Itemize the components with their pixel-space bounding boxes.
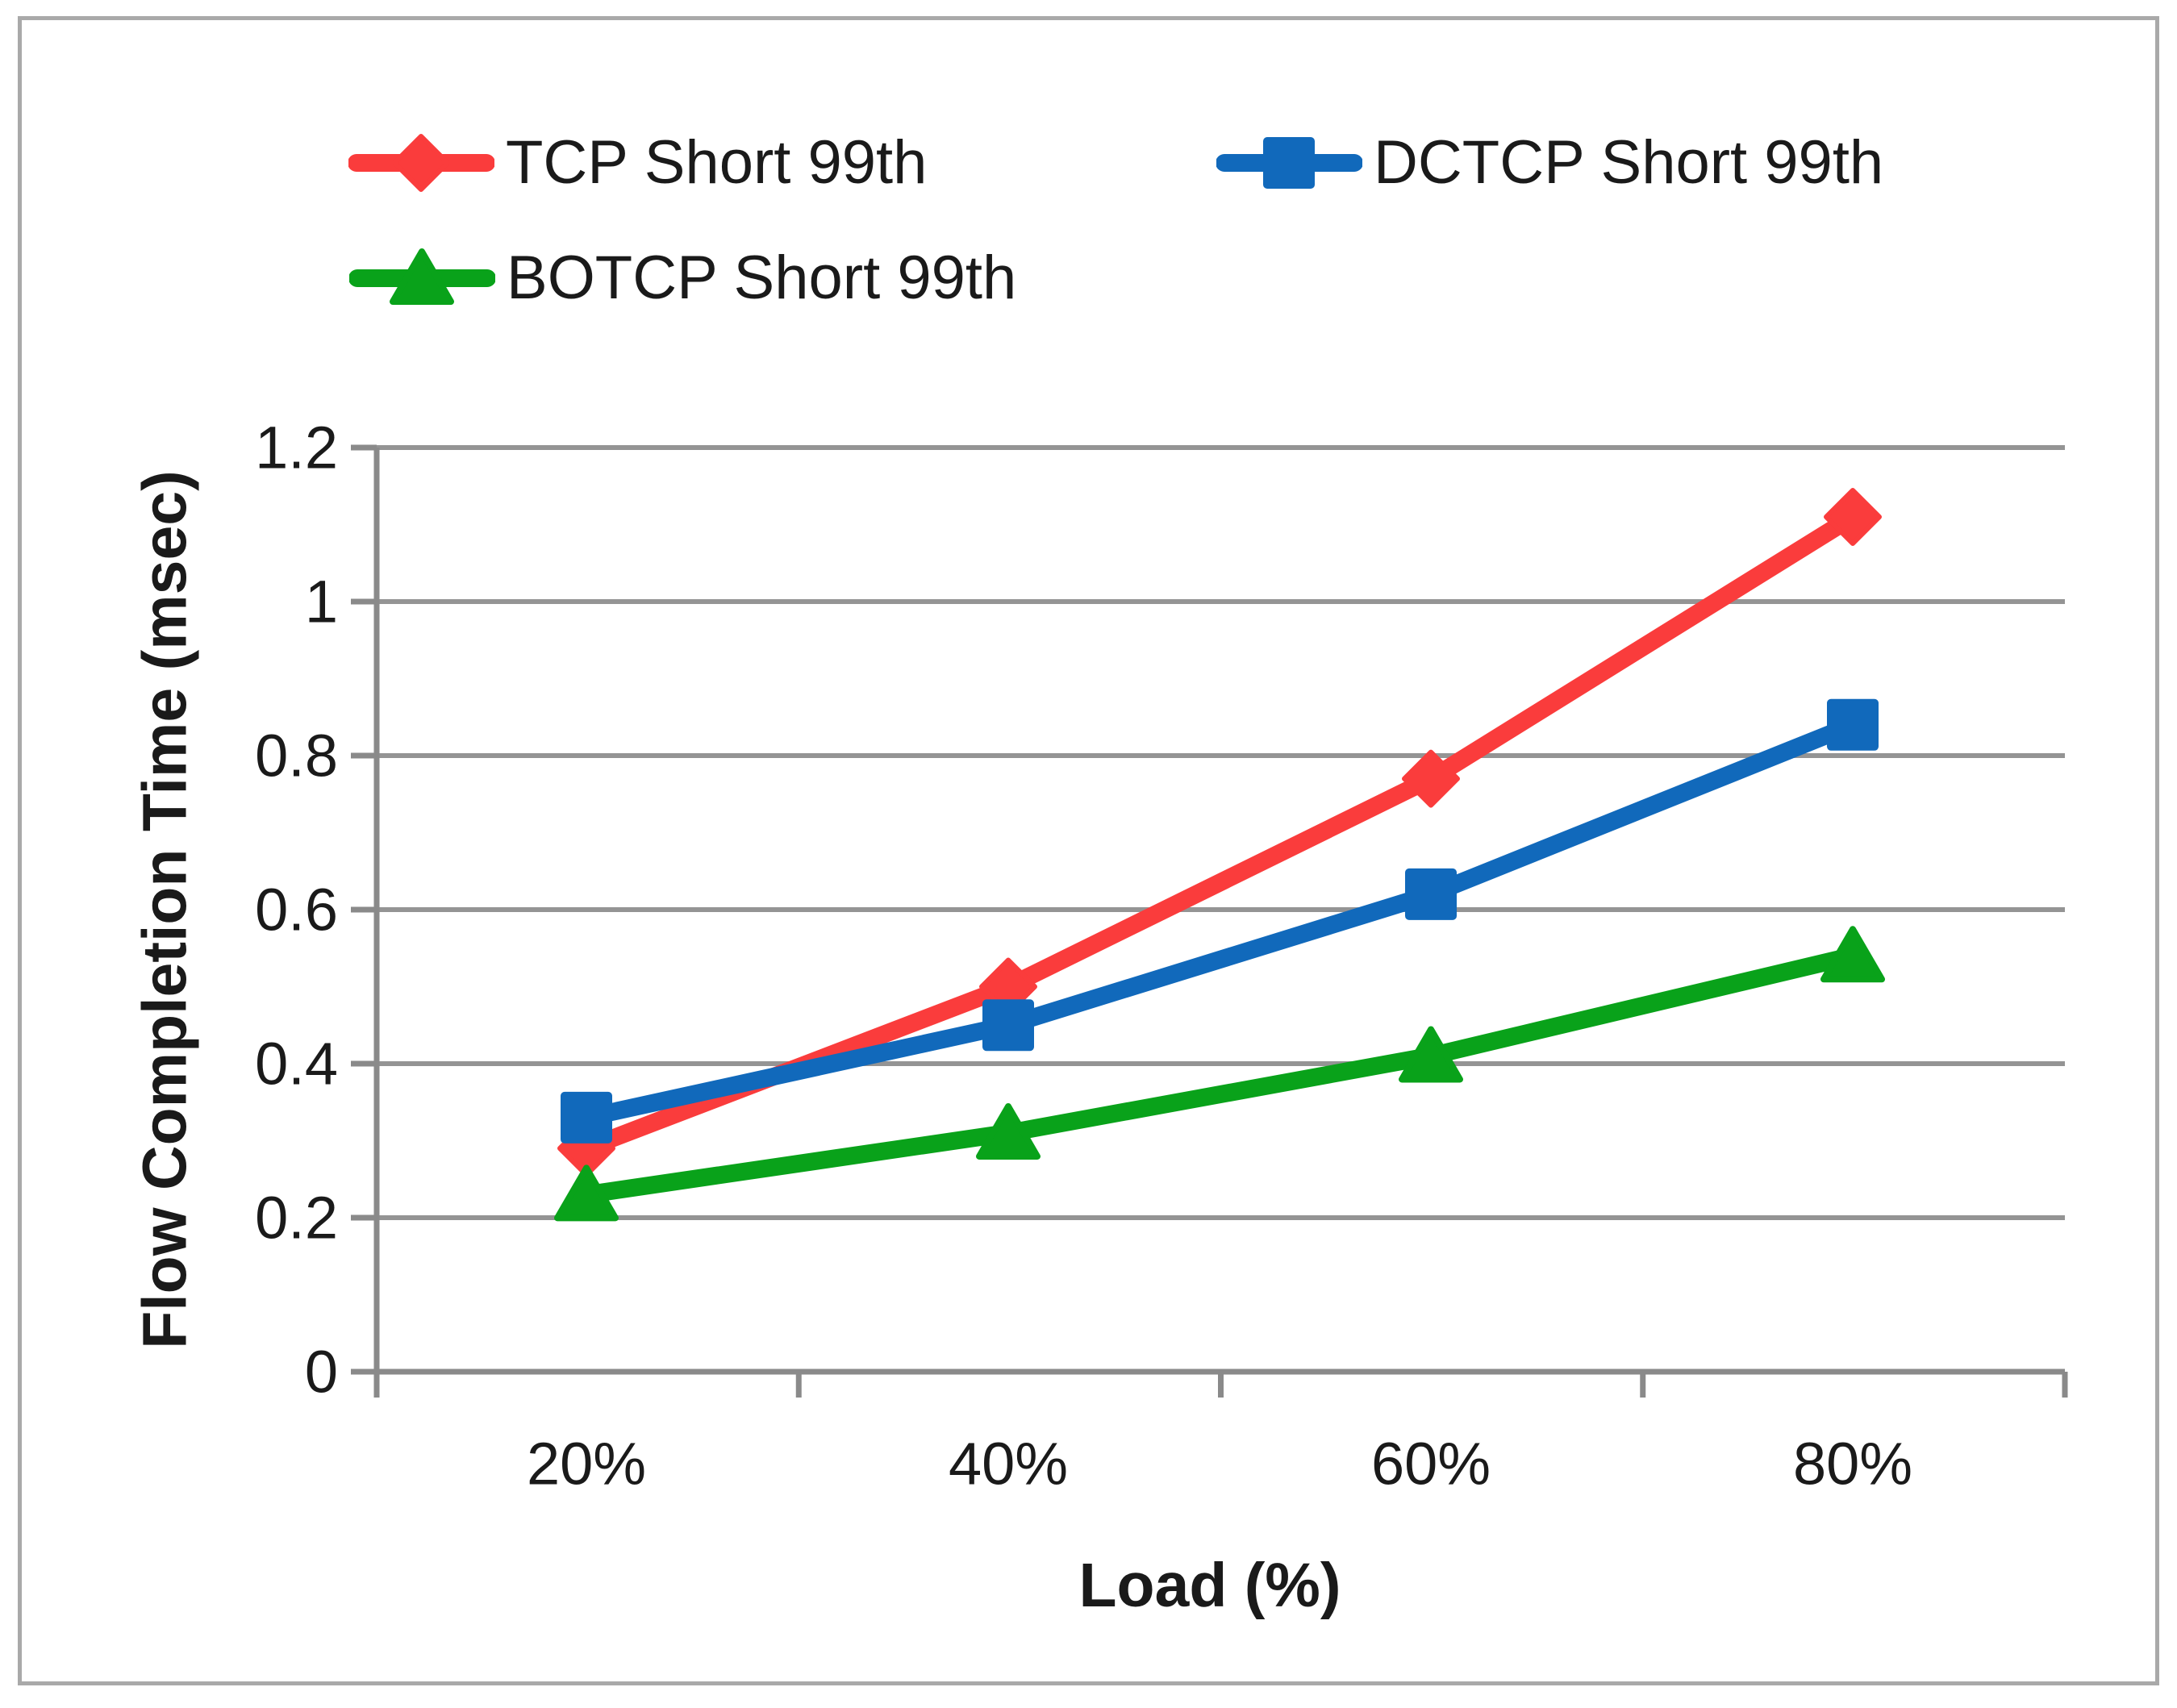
y-tick-label: 0.6 [255, 877, 338, 944]
series-line-2 [578, 947, 1862, 1204]
legend-marker-tcp-diamond-icon [348, 134, 494, 192]
y-tick-label: 0.4 [255, 1031, 338, 1098]
legend-marker-botcp-triangle-icon [349, 248, 495, 305]
data-point-s1-40% [982, 999, 1034, 1052]
series-line-1 [578, 715, 1862, 1127]
legend-triangle-icon [390, 248, 454, 305]
y-tick-label: 0.2 [255, 1185, 338, 1252]
data-point-s1-60% [1405, 868, 1457, 920]
data-point-s2-60% [1399, 1026, 1463, 1083]
x-axis-title: Load (%) [1078, 1551, 1341, 1620]
data-point-s0-80% [1824, 487, 1882, 546]
y-tick-label: 0.8 [255, 723, 338, 789]
data-point-s1-20% [561, 1091, 612, 1144]
y-tick-label: 0 [305, 1339, 338, 1406]
legend-label-dctcp: DCTCP Short 99th [1374, 128, 1884, 197]
x-tick-label: 60% [1371, 1431, 1491, 1498]
legend-square-icon [1263, 137, 1315, 189]
legend-item-botcp: BOTCP Short 99th [349, 241, 1016, 315]
x-tick-label: 80% [1793, 1431, 1912, 1498]
legend-label-tcp: TCP Short 99th [506, 128, 928, 197]
legend-diamond-icon [392, 134, 450, 192]
data-point-s2-20% [554, 1164, 619, 1222]
y-tick-label: 1 [305, 569, 338, 635]
series-line-0 [578, 507, 1862, 1158]
x-tick-label: 20% [527, 1431, 646, 1498]
data-point-s1-80% [1827, 698, 1879, 751]
y-tick-label: 1.2 [255, 415, 338, 481]
data-point-s0-60% [1402, 749, 1460, 808]
legend-marker-dctcp-square-icon [1216, 137, 1362, 189]
x-tick-label: 40% [949, 1431, 1068, 1498]
y-axis-title: Flow Completion Time (msec) [130, 470, 200, 1349]
legend-item-tcp: TCP Short 99th [348, 126, 927, 200]
legend-item-dctcp: DCTCP Short 99th [1216, 126, 1883, 200]
legend-label-botcp: BOTCP Short 99th [507, 244, 1017, 312]
data-point-s2-40% [976, 1102, 1041, 1160]
data-point-s2-80% [1820, 926, 1885, 983]
